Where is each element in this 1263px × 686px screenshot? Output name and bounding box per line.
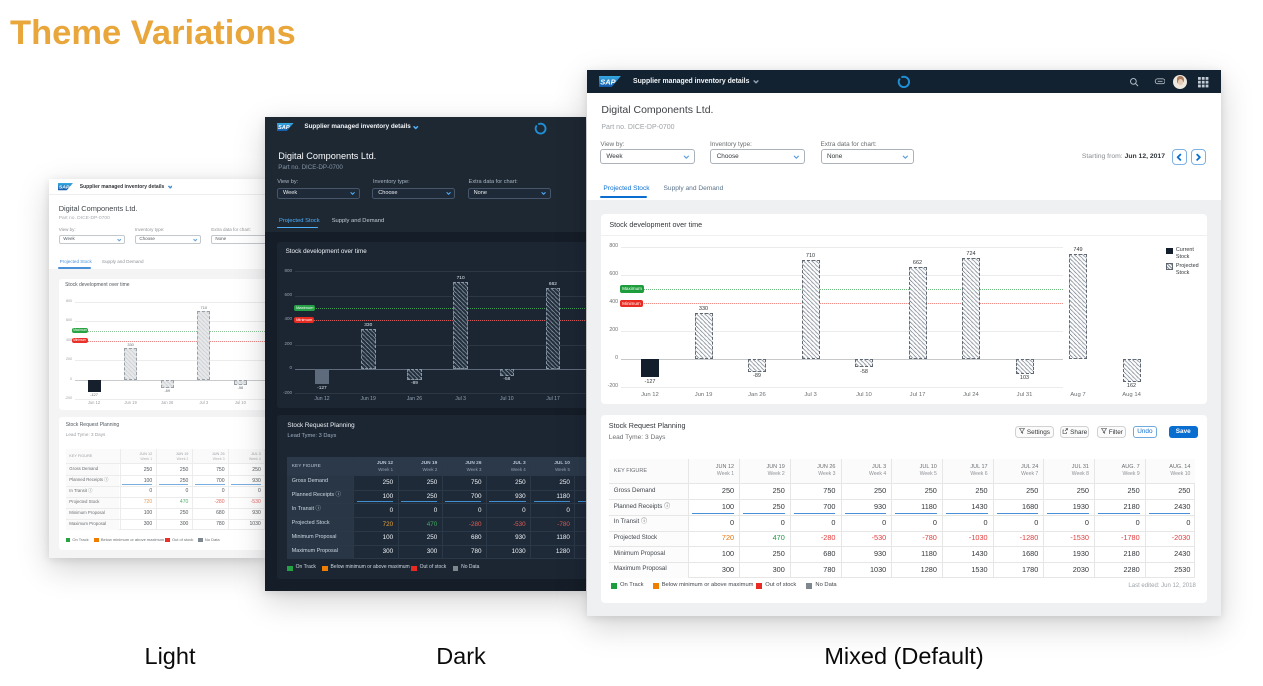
- svg-text:SAP: SAP: [59, 185, 70, 191]
- svg-text:SAP: SAP: [278, 125, 290, 131]
- svg-text:SAP: SAP: [601, 77, 616, 86]
